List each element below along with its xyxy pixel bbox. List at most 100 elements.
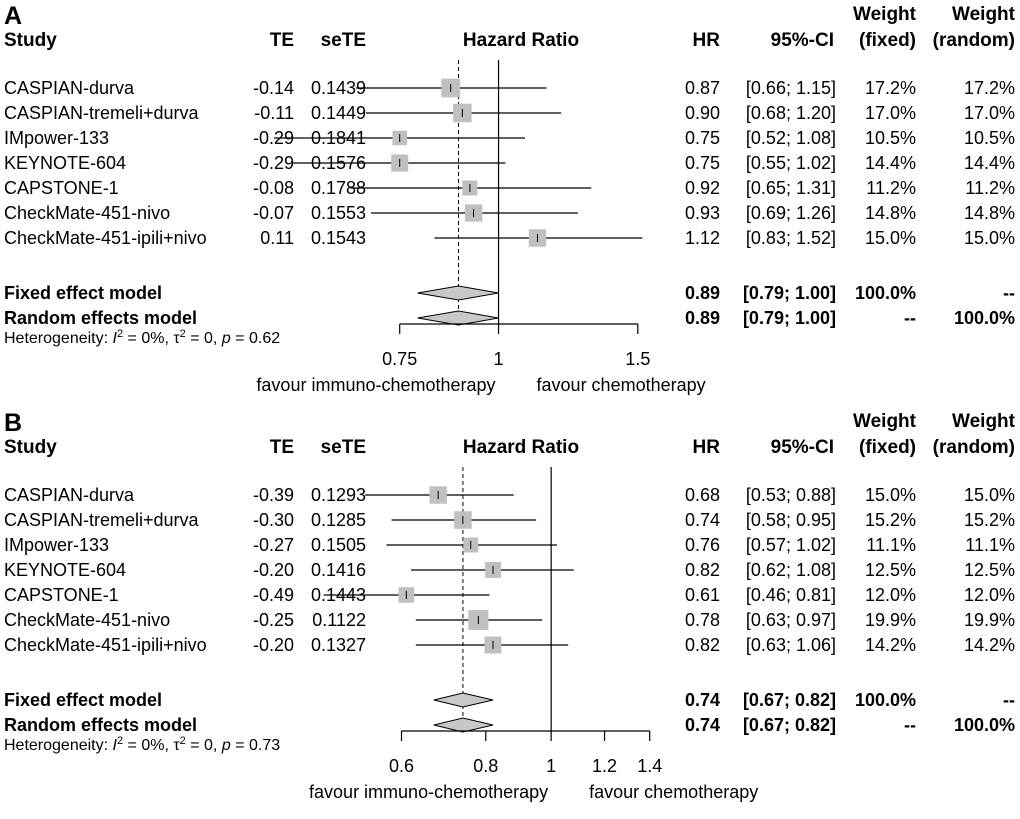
- study-ci: [0.83; 1.52]: [746, 228, 836, 248]
- study-te: -0.27: [253, 535, 294, 555]
- study-ci: [0.46; 0.81]: [746, 585, 836, 605]
- header-study: Study: [4, 30, 57, 51]
- study-ci: [0.55; 1.02]: [746, 153, 836, 173]
- favour-right-label: favour chemotherapy: [537, 375, 706, 395]
- random-effect-weight-random: 100.0%: [954, 715, 1015, 735]
- study-name: CheckMate-451-nivo: [4, 610, 170, 630]
- study-weight-fixed: 15.2%: [865, 510, 916, 530]
- heterogeneity-text: Heterogeneity: I2 = 0%, τ2 = 0, p = 0.73: [4, 735, 280, 754]
- fixed-effect-weight-fixed: 100.0%: [855, 283, 916, 303]
- x-tick-label: 1: [494, 349, 504, 369]
- study-row: CheckMate-451-ipili+nivo -0.20 0.1327 0.82 […: [4, 635, 1015, 655]
- study-weight-fixed: 17.2%: [865, 78, 916, 98]
- study-hr: 0.78: [685, 610, 720, 630]
- study-te: -0.25: [253, 610, 294, 630]
- fixed-effect-weight-fixed: 100.0%: [855, 690, 916, 710]
- study-weight-random: 11.2%: [965, 178, 1015, 198]
- study-sete: 0.1122: [312, 610, 366, 630]
- study-hr: 0.82: [685, 635, 720, 655]
- favour-right-label: favour chemotherapy: [589, 782, 758, 802]
- x-axis: 0.75 1 1.5: [382, 323, 650, 369]
- study-weight-random: 11.1%: [965, 535, 1015, 555]
- study-ci: [0.63; 1.06]: [746, 635, 836, 655]
- forest-panel-b: B Study TE seTE Hazard Ratio HR 95%-CI Weight (f…: [0, 407, 1020, 814]
- header-weight-random: Weight: [952, 4, 1016, 25]
- random-effect-weight-random: 100.0%: [954, 308, 1015, 328]
- header-hazard-ratio: Hazard Ratio: [463, 30, 579, 51]
- favour-left-label: favour immuno-chemotherapy: [309, 782, 548, 802]
- study-row: CASPIAN-tremeli+durva -0.11 0.1449 0.90 [0.6…: [4, 103, 1015, 123]
- panel-label: A: [4, 2, 22, 30]
- study-weight-fixed: 19.9%: [865, 610, 916, 630]
- study-hr: 0.68: [685, 485, 720, 505]
- random-effect-diamond: [417, 310, 499, 326]
- study-hr: 0.93: [685, 203, 720, 223]
- header-weight-fixed-sub: (fixed): [859, 30, 916, 51]
- study-weight-fixed: 10.5%: [865, 128, 916, 148]
- study-ci: [0.63; 0.97]: [746, 610, 836, 630]
- study-weight-random: 15.0%: [964, 228, 1015, 248]
- favour-left-label: favour immuno-chemotherapy: [256, 375, 495, 395]
- header-weight-random-sub: (random): [933, 437, 1015, 458]
- study-te: -0.07: [253, 203, 294, 223]
- study-ci: [0.52; 1.08]: [746, 128, 836, 148]
- header-sete: seTE: [321, 30, 366, 51]
- study-row: CASPIAN-durva -0.39 0.1293 0.68 [0.53; 0.88]…: [4, 485, 1015, 505]
- header-weight-random-sub: (random): [933, 30, 1015, 51]
- random-effect-ci: [0.79; 1.00]: [743, 308, 836, 328]
- study-te: -0.20: [253, 560, 294, 580]
- fixed-effect-label: Fixed effect model: [4, 690, 162, 710]
- study-name: CAPSTONE-1: [4, 585, 119, 605]
- study-name: CASPIAN-durva: [4, 78, 135, 98]
- fixed-effect-ci: [0.79; 1.00]: [743, 283, 836, 303]
- x-tick-label: 0.6: [389, 756, 414, 776]
- study-ci: [0.53; 0.88]: [746, 485, 836, 505]
- study-hr: 0.75: [685, 153, 720, 173]
- study-te: -0.39: [253, 485, 294, 505]
- study-sete: 0.1505: [311, 535, 366, 555]
- study-hr: 0.76: [685, 535, 720, 555]
- x-tick-label: 1.2: [592, 756, 617, 776]
- header-study: Study: [4, 437, 57, 458]
- x-tick-label: 1.4: [637, 756, 662, 776]
- study-te: -0.49: [253, 585, 294, 605]
- study-ci: [0.62; 1.08]: [746, 560, 836, 580]
- study-sete: 0.1788: [311, 178, 366, 198]
- study-ci: [0.65; 1.31]: [746, 178, 836, 198]
- forest-panel-a: A Study TE seTE Hazard Ratio HR 95%-CI Weight (f…: [0, 0, 1020, 407]
- study-ci: [0.66; 1.15]: [746, 78, 836, 98]
- study-row: IMpower-133 -0.29 0.1841 0.75 [0.52; 1.08] 10…: [4, 128, 1015, 148]
- study-te: -0.08: [253, 178, 294, 198]
- study-hr: 0.82: [685, 560, 720, 580]
- study-weight-fixed: 17.0%: [865, 103, 916, 123]
- x-tick-label: 0.8: [473, 756, 498, 776]
- study-sete: 0.1293: [311, 485, 366, 505]
- study-weight-fixed: 12.5%: [865, 560, 916, 580]
- header-ci: 95%-CI: [771, 30, 834, 51]
- study-name: CASPIAN-tremeli+durva: [4, 510, 200, 530]
- fixed-effect-row: Fixed effect model 0.89 [0.79; 1.00] 100.0%…: [4, 283, 1015, 303]
- study-weight-random: 15.2%: [964, 510, 1015, 530]
- study-row: CASPIAN-tremeli+durva -0.30 0.1285 0.74 [0.5…: [4, 510, 1015, 530]
- study-name: CASPIAN-tremeli+durva: [4, 103, 200, 123]
- study-row: CheckMate-451-ipili+nivo 0.11 0.1543 1.12 [0…: [4, 228, 1015, 248]
- x-tick-label: 1.5: [625, 349, 650, 369]
- study-weight-random: 14.4%: [964, 153, 1015, 173]
- study-ci: [0.68; 1.20]: [746, 103, 836, 123]
- study-weight-random: 17.0%: [964, 103, 1015, 123]
- study-name: KEYNOTE-604: [4, 153, 126, 173]
- random-effect-row: Random effects model 0.74 [0.67; 0.82] -- 10…: [4, 715, 1015, 735]
- study-ci: [0.69; 1.26]: [746, 203, 836, 223]
- study-row: KEYNOTE-604 -0.29 0.1576 0.75 [0.55; 1.02] 14…: [4, 153, 1015, 173]
- x-tick-label: 0.75: [382, 349, 417, 369]
- header-sete: seTE: [321, 437, 366, 458]
- random-effect-row: Random effects model 0.89 [0.79; 1.00] -- 10…: [4, 308, 1015, 328]
- fixed-effect-ci: [0.67; 0.82]: [743, 690, 836, 710]
- random-effect-hr: 0.89: [685, 308, 720, 328]
- header-weight-fixed: Weight: [853, 411, 917, 432]
- x-axis: 0.6 0.8 1 1.2 1.4: [389, 730, 662, 776]
- header-hazard-ratio: Hazard Ratio: [463, 437, 579, 458]
- random-effect-diamond: [433, 717, 494, 733]
- study-weight-random: 17.2%: [964, 78, 1015, 98]
